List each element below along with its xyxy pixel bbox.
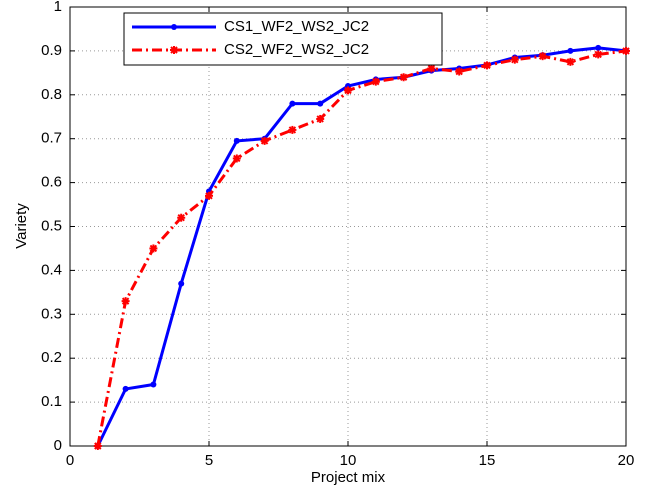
marker: [316, 114, 325, 123]
marker: [622, 46, 630, 55]
marker-stroke: [233, 154, 241, 163]
marker: [178, 280, 185, 287]
marker-stroke: [316, 115, 324, 123]
y-tick-label: 0.2: [41, 349, 62, 366]
marker-stroke: [288, 126, 297, 134]
legend-marker: [170, 46, 178, 54]
marker-stroke: [149, 244, 158, 253]
marker: [427, 64, 436, 73]
marker-stroke: [121, 297, 130, 305]
plot-frame: [69, 6, 627, 447]
y-axis-label: Variety: [13, 203, 30, 249]
x-tick-label: 20: [618, 452, 635, 469]
marker-stroke: [538, 52, 547, 60]
x-tick-label: 0: [66, 452, 74, 469]
marker-stroke: [260, 137, 269, 145]
y-tick-label: 0: [54, 437, 62, 454]
marker: [150, 381, 157, 388]
marker: [566, 57, 575, 66]
legend: CS1_WF2_WS2_JC2 CS2_WF2_WS2_JC2: [123, 12, 443, 66]
marker: [538, 52, 547, 61]
y-tick-label: 0.4: [41, 261, 62, 278]
legend-marker: [171, 24, 177, 30]
x-tick-label: 5: [205, 452, 213, 469]
x-axis-label: Project mix: [311, 469, 386, 486]
y-tick-label: 0.1: [41, 393, 62, 410]
y-tick-label: 0.6: [41, 174, 62, 191]
marker: [93, 442, 102, 450]
marker: [317, 100, 324, 107]
x-tick-label: 15: [479, 452, 496, 469]
marker: [455, 67, 464, 76]
marker-stroke: [177, 214, 185, 222]
legend-label: CS2_WF2_WS2_JC2: [224, 41, 369, 58]
marker: [510, 55, 519, 64]
series-line: [96, 46, 627, 447]
marker-stroke: [344, 86, 352, 95]
marker-stroke: [594, 50, 602, 59]
marker: [233, 137, 240, 144]
marker-stroke: [622, 47, 630, 55]
marker: [567, 47, 574, 54]
marker-stroke: [399, 73, 408, 81]
marker-stroke: [566, 58, 575, 66]
marker: [288, 125, 297, 134]
series-line: [96, 49, 627, 447]
y-tick-label: 0.7: [41, 130, 62, 147]
marker: [122, 385, 129, 392]
marker: [289, 100, 296, 107]
marker-stroke: [483, 61, 491, 70]
marker: [344, 86, 352, 95]
y-tick-label: 0.5: [41, 217, 62, 234]
marker-stroke: [511, 55, 519, 64]
marker: [483, 61, 491, 70]
marker: [232, 154, 241, 163]
marker: [371, 77, 380, 86]
y-tick-label: 0.3: [41, 305, 62, 322]
marker-stroke: [427, 64, 436, 73]
marker: [149, 244, 158, 253]
marker: [595, 44, 602, 51]
marker: [594, 50, 603, 59]
legend-label: CS1_WF2_WS2_JC2: [224, 18, 369, 35]
marker: [121, 297, 130, 306]
marker: [177, 213, 186, 222]
marker-stroke: [205, 192, 213, 200]
y-tick-label: 1: [54, 0, 62, 15]
y-tick-label: 0.8: [41, 86, 62, 103]
marker-stroke: [94, 442, 102, 450]
marker-stroke: [455, 67, 463, 76]
marker-stroke: [372, 77, 380, 86]
x-tick-label: 10: [340, 452, 357, 469]
marker: [260, 136, 269, 145]
legend-box: [123, 12, 443, 66]
marker: [399, 73, 408, 82]
marker: [205, 191, 213, 200]
y-tick-label: 0.9: [41, 42, 62, 59]
